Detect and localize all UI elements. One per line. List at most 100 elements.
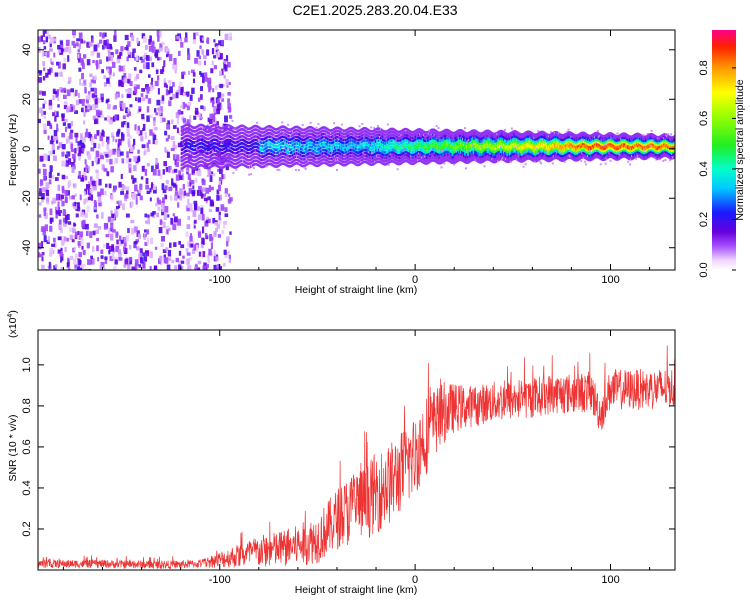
heatmap-cell bbox=[220, 127, 223, 130]
heatmap-cell bbox=[307, 126, 310, 129]
heatmap-cell bbox=[429, 140, 432, 143]
heatmap-cell bbox=[396, 159, 399, 163]
heatmap-cell bbox=[450, 136, 452, 140]
heatmap-cell bbox=[205, 148, 207, 151]
heatmap-cell bbox=[153, 265, 158, 270]
heatmap-cell bbox=[408, 155, 410, 158]
heatmap-cell bbox=[192, 37, 197, 44]
heatmap-cell bbox=[232, 126, 235, 130]
heatmap-cell bbox=[272, 150, 275, 154]
heatmap-cell bbox=[303, 161, 306, 164]
heatmap-cell bbox=[157, 88, 160, 95]
heatmap-cell bbox=[124, 34, 129, 41]
heatmap-cell bbox=[290, 164, 292, 168]
heatmap-cell bbox=[208, 155, 211, 158]
heatmap-cell bbox=[65, 154, 69, 158]
heatmap-cell bbox=[406, 154, 408, 157]
heatmap-cell bbox=[188, 149, 191, 153]
heatmap-cell bbox=[292, 126, 295, 130]
heatmap-cell bbox=[314, 147, 317, 151]
heatmap-cell bbox=[61, 200, 65, 207]
heatmap-cell bbox=[193, 133, 195, 137]
heatmap-cell bbox=[314, 138, 317, 141]
heatmap-cell bbox=[82, 172, 86, 178]
heatmap-cell bbox=[137, 233, 141, 240]
heatmap-cell bbox=[89, 188, 93, 194]
heatmap-cell bbox=[443, 154, 446, 157]
heatmap-cell bbox=[212, 142, 215, 145]
heatmap-cell bbox=[434, 143, 437, 146]
heatmap-cell bbox=[192, 129, 194, 133]
heatmap-cell bbox=[350, 148, 353, 152]
heatmap-cell bbox=[447, 159, 449, 162]
heatmap-cell bbox=[273, 127, 276, 131]
heatmap-cell bbox=[77, 49, 81, 53]
heatmap-cell bbox=[317, 123, 320, 126]
heatmap-cell bbox=[192, 148, 194, 152]
heatmap-cell bbox=[361, 127, 363, 131]
heatmap-cell bbox=[434, 134, 437, 138]
heatmap-cell bbox=[189, 139, 192, 142]
heatmap-cell bbox=[189, 120, 192, 123]
heatmap-cell bbox=[384, 133, 387, 136]
heatmap-cell bbox=[259, 151, 262, 155]
heatmap-cell bbox=[414, 130, 416, 133]
heatmap-cell bbox=[283, 145, 285, 149]
heatmap-cell bbox=[217, 147, 220, 150]
heatmap-cell bbox=[434, 146, 437, 149]
heatmap-cell bbox=[271, 139, 274, 143]
heatmap-cell bbox=[275, 138, 278, 141]
heatmap-cell bbox=[374, 137, 376, 141]
heatmap-cell bbox=[295, 145, 298, 149]
heatmap-cell bbox=[182, 128, 185, 132]
heatmap-cell bbox=[440, 142, 443, 145]
heatmap-cell bbox=[191, 166, 193, 170]
heatmap-cell bbox=[431, 131, 434, 134]
heatmap-cell bbox=[175, 184, 178, 191]
heatmap-cell bbox=[252, 156, 255, 160]
heatmap-cell bbox=[194, 152, 196, 155]
heatmap-cell bbox=[60, 194, 65, 200]
heatmap-cell bbox=[276, 138, 278, 141]
heatmap-cell bbox=[367, 158, 369, 162]
heatmap-cell bbox=[54, 116, 57, 122]
heatmap-cell bbox=[204, 136, 206, 140]
heatmap-cell bbox=[272, 127, 275, 130]
heatmap-cell bbox=[183, 143, 186, 146]
heatmap-cell bbox=[61, 174, 66, 180]
heatmap-cell bbox=[131, 35, 135, 41]
heatmap-cell bbox=[205, 199, 208, 204]
heatmap-cell bbox=[402, 148, 405, 152]
heatmap-cell bbox=[451, 158, 453, 162]
heatmap-cell bbox=[229, 32, 232, 37]
heatmap-cell bbox=[393, 137, 396, 140]
heatmap-cell bbox=[399, 136, 402, 139]
heatmap-cell bbox=[55, 214, 58, 219]
heatmap-cell bbox=[404, 127, 406, 131]
heatmap-cell bbox=[227, 159, 230, 163]
heatmap-cell bbox=[434, 151, 437, 155]
heatmap-cell bbox=[175, 257, 180, 263]
heatmap-cell bbox=[47, 35, 51, 40]
heatmap-cell bbox=[285, 163, 287, 167]
heatmap-cell bbox=[164, 194, 168, 200]
heatmap-cell bbox=[100, 188, 104, 195]
heatmap-cell bbox=[216, 135, 219, 139]
heatmap-cell bbox=[312, 149, 315, 153]
heatmap-cell bbox=[414, 161, 416, 165]
heatmap-cell bbox=[452, 156, 454, 159]
heatmap-cell bbox=[379, 140, 382, 143]
heatmap-cell bbox=[276, 158, 278, 162]
heatmap-cell bbox=[360, 149, 363, 153]
heatmap-cell bbox=[255, 156, 258, 159]
heatmap-cell bbox=[214, 131, 217, 134]
heatmap-cell bbox=[83, 191, 86, 197]
heatmap-cell bbox=[250, 136, 253, 140]
heatmap-cell bbox=[450, 152, 452, 156]
heatmap-cell bbox=[406, 148, 408, 152]
heatmap-cell bbox=[263, 144, 266, 148]
heatmap-cell bbox=[88, 132, 91, 139]
heatmap-cell bbox=[56, 128, 59, 132]
heatmap-cell bbox=[77, 231, 80, 236]
heatmap-cell bbox=[120, 191, 124, 195]
